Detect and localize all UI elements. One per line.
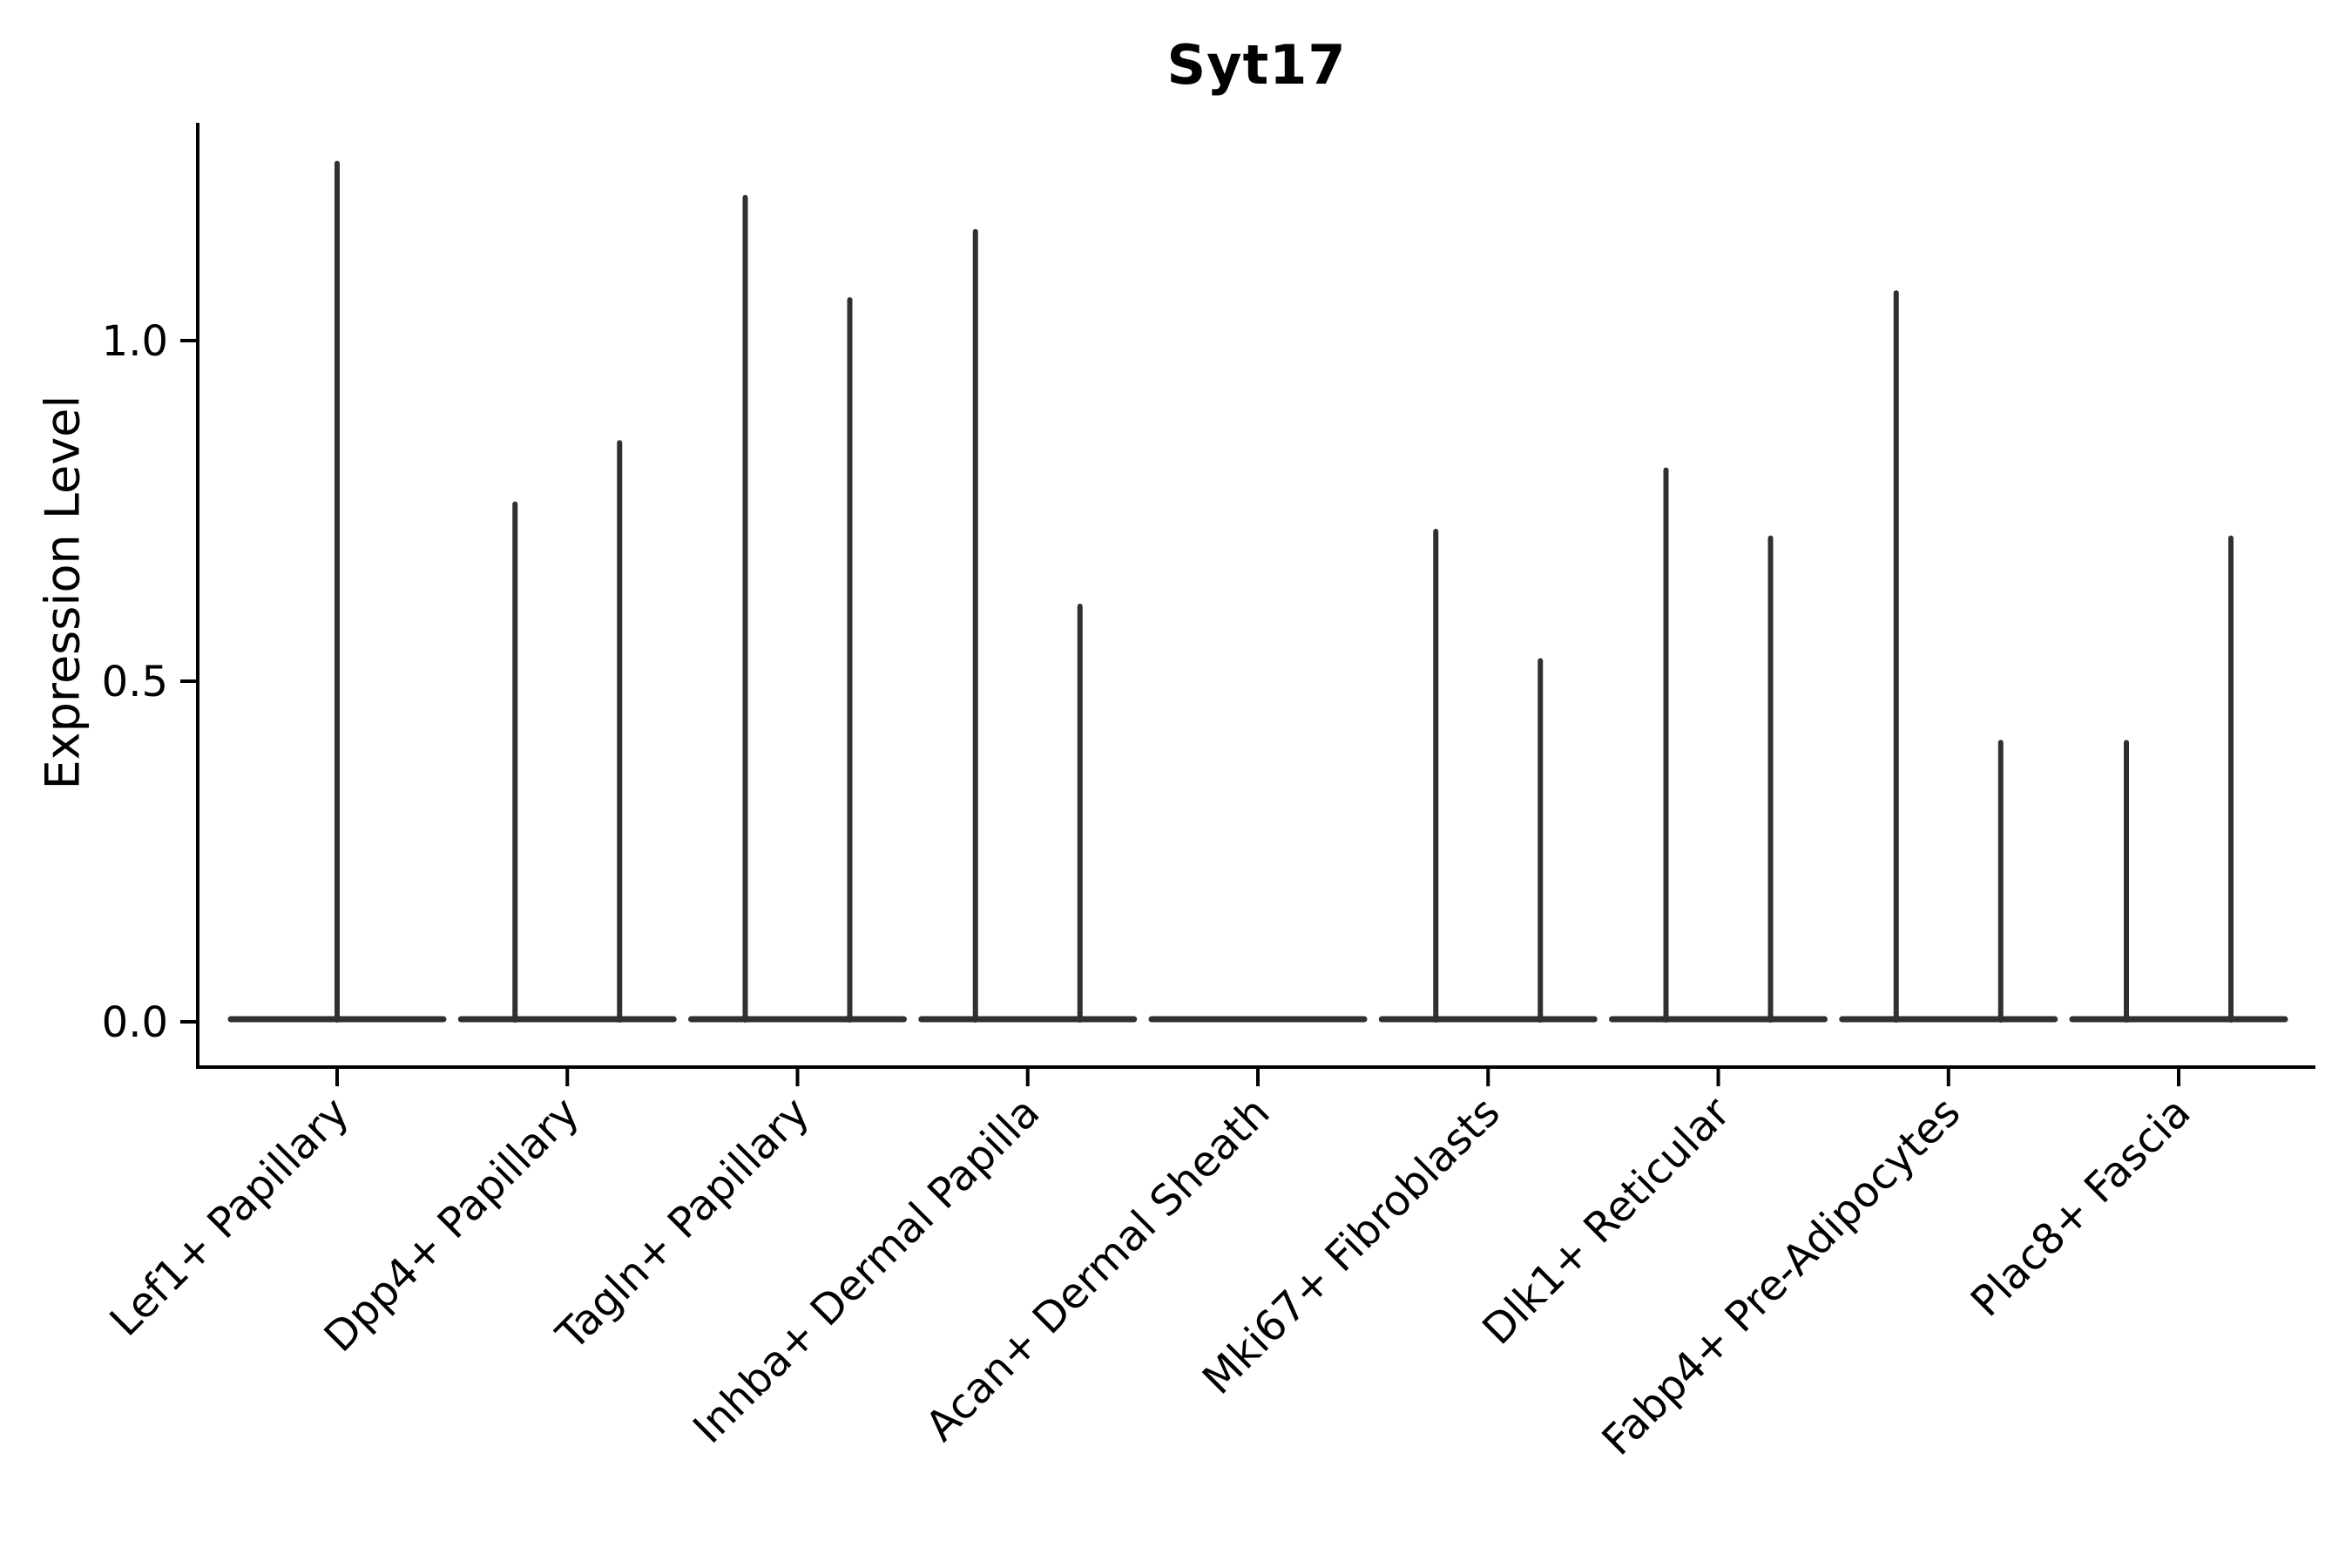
chart-title: Syt17 (1166, 33, 1347, 97)
y-tick-label: 1.0 (102, 317, 168, 366)
x-tick-label: Dlk1+ Reticular (1473, 1088, 1740, 1355)
x-tick-label: Lef1+ Papillary (101, 1088, 359, 1346)
x-tick-label: Tagln+ Papillary (547, 1088, 819, 1360)
x-tick-label: Plac8+ Fascia (1962, 1088, 2200, 1327)
y-tick-label: 0.5 (102, 658, 168, 706)
x-tick-label: Dpp4+ Papillary (315, 1088, 589, 1362)
y-tick-label: 0.0 (102, 998, 168, 1047)
